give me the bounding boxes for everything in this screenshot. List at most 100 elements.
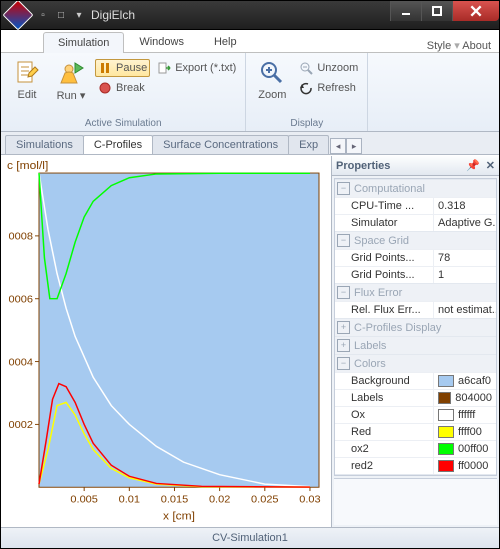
- export-label: Export (*.txt): [175, 62, 236, 74]
- prop-key: Grid Points...: [335, 267, 434, 283]
- status-document: CV-Simulation1: [212, 532, 288, 544]
- main-area: 00020004000600080.0050.010.0150.020.0250…: [1, 155, 499, 527]
- pause-button[interactable]: Pause: [95, 59, 150, 77]
- color-swatch: [438, 426, 454, 438]
- properties-panel: Properties 📌 ✕ −ComputationalCPU-Time ..…: [331, 156, 499, 527]
- window-buttons: [390, 1, 499, 29]
- prop-key: Grid Points...: [335, 250, 434, 266]
- prop-row[interactable]: SimulatorAdaptive G...: [335, 214, 496, 231]
- zoom-button[interactable]: Zoom: [252, 55, 292, 101]
- unzoom-button[interactable]: Unzoom: [296, 59, 361, 77]
- edit-button[interactable]: Edit: [7, 55, 47, 101]
- ribbon-group-display: Zoom Unzoom Refresh Display: [246, 53, 368, 131]
- prop-value[interactable]: Adaptive G...: [434, 215, 496, 231]
- prop-key: Simulator: [335, 215, 434, 231]
- svg-text:0.025: 0.025: [251, 494, 279, 506]
- prop-row[interactable]: Redffff00: [335, 423, 496, 440]
- tab-exp[interactable]: Exp: [288, 135, 329, 154]
- prop-category[interactable]: −Flux Error: [335, 283, 496, 301]
- qat-dropdown-icon[interactable]: ▾: [71, 7, 87, 23]
- prop-row[interactable]: Labels804000: [335, 389, 496, 406]
- ribbon-tab-windows[interactable]: Windows: [124, 31, 199, 52]
- about-link[interactable]: About: [462, 40, 491, 52]
- ribbon-tabstrip: Simulation Windows Help Style ▾ About: [1, 30, 499, 53]
- prop-key: CPU-Time ...: [335, 198, 434, 214]
- tab-surface-concentrations[interactable]: Surface Concentrations: [152, 135, 289, 154]
- style-menu[interactable]: Style: [427, 40, 451, 52]
- unzoom-label: Unzoom: [317, 62, 358, 74]
- prop-category[interactable]: + C-Profiles Display: [335, 318, 496, 336]
- expand-icon[interactable]: −: [337, 357, 350, 370]
- prop-category-label: Space Grid: [354, 235, 409, 247]
- prop-category-label: Flux Error: [354, 287, 402, 299]
- pause-label: Pause: [116, 62, 147, 74]
- maximize-button[interactable]: [421, 1, 452, 21]
- document-tabs: Simulations C-Profiles Surface Concentra…: [1, 132, 499, 155]
- svg-text:0.02: 0.02: [209, 494, 230, 506]
- prop-row[interactable]: Grid Points...1: [335, 266, 496, 283]
- property-grid[interactable]: −ComputationalCPU-Time ...0.318Simulator…: [334, 178, 497, 476]
- prop-category[interactable]: +Labels: [335, 336, 496, 354]
- prop-row[interactable]: ox200ff00: [335, 440, 496, 457]
- expand-icon[interactable]: −: [337, 286, 350, 299]
- prop-value[interactable]: 0.318: [434, 198, 496, 214]
- edit-label: Edit: [18, 89, 37, 101]
- prop-row[interactable]: red2ff0000: [335, 457, 496, 474]
- panel-close-icon[interactable]: ✕: [486, 159, 495, 172]
- prop-row[interactable]: Oxffffff: [335, 406, 496, 423]
- tab-c-profiles[interactable]: C-Profiles: [83, 135, 153, 154]
- qat-open-icon[interactable]: □: [53, 7, 69, 23]
- export-button[interactable]: Export (*.txt): [154, 59, 239, 77]
- properties-header: Properties 📌 ✕: [332, 156, 499, 176]
- group-title-active: Active Simulation: [7, 116, 239, 131]
- refresh-button[interactable]: Refresh: [296, 79, 361, 97]
- run-button[interactable]: Run ▾: [51, 55, 91, 102]
- prop-row[interactable]: CPU-Time ...0.318: [335, 197, 496, 214]
- prop-category[interactable]: +Font: [335, 474, 496, 476]
- ribbon-tab-simulation[interactable]: Simulation: [43, 32, 124, 53]
- prop-category-label: C-Profiles Display: [354, 322, 441, 334]
- svg-text:0.005: 0.005: [70, 494, 98, 506]
- tab-simulations[interactable]: Simulations: [5, 135, 84, 154]
- expand-icon[interactable]: −: [337, 182, 350, 195]
- break-button[interactable]: Break: [95, 79, 150, 97]
- tab-scroll-right[interactable]: ▸: [346, 138, 362, 154]
- qat-new-icon[interactable]: ▫: [35, 7, 51, 23]
- tab-scroll: ◂ ▸: [330, 138, 362, 154]
- prop-category[interactable]: −Colors: [335, 354, 496, 372]
- app-window: ▫ □ ▾ DigiElch Simulation Windows Help S…: [0, 0, 500, 549]
- prop-row[interactable]: Backgrounda6caf0: [335, 372, 496, 389]
- prop-category[interactable]: −Space Grid: [335, 231, 496, 249]
- prop-value[interactable]: a6caf0: [434, 373, 496, 389]
- titlebar: ▫ □ ▾ DigiElch: [1, 1, 499, 30]
- expand-icon[interactable]: +: [337, 339, 350, 352]
- prop-value[interactable]: ff0000: [434, 458, 496, 474]
- prop-value[interactable]: 78: [434, 250, 496, 266]
- property-description: [334, 478, 497, 525]
- prop-value[interactable]: ffffff: [434, 407, 496, 423]
- close-button[interactable]: [452, 1, 499, 21]
- c-profiles-chart[interactable]: 00020004000600080.0050.010.0150.020.0250…: [1, 156, 331, 527]
- prop-value[interactable]: ffff00: [434, 424, 496, 440]
- color-swatch: [438, 443, 454, 455]
- expand-icon[interactable]: −: [337, 234, 350, 247]
- minimize-button[interactable]: [390, 1, 421, 21]
- svg-text:0008: 0008: [9, 231, 33, 243]
- expand-icon[interactable]: +: [337, 321, 350, 334]
- chart-panel: 00020004000600080.0050.010.0150.020.0250…: [1, 156, 331, 527]
- prop-value[interactable]: 00ff00: [434, 441, 496, 457]
- prop-row[interactable]: Grid Points...78: [335, 249, 496, 266]
- prop-key: red2: [335, 458, 434, 474]
- svg-text:0004: 0004: [9, 357, 33, 369]
- prop-row[interactable]: Rel. Flux Err...not estimat...: [335, 301, 496, 318]
- prop-category[interactable]: −Computational: [335, 179, 496, 197]
- prop-value[interactable]: 1: [434, 267, 496, 283]
- prop-value[interactable]: not estimat...: [434, 302, 496, 318]
- quick-access-toolbar: ▫ □ ▾: [35, 7, 87, 23]
- svg-text:0.015: 0.015: [161, 494, 189, 506]
- ribbon-tab-help[interactable]: Help: [199, 31, 252, 52]
- tab-scroll-left[interactable]: ◂: [330, 138, 346, 154]
- prop-category-label: Colors: [354, 358, 386, 370]
- pin-icon[interactable]: 📌: [466, 159, 480, 172]
- prop-value[interactable]: 804000: [434, 390, 496, 406]
